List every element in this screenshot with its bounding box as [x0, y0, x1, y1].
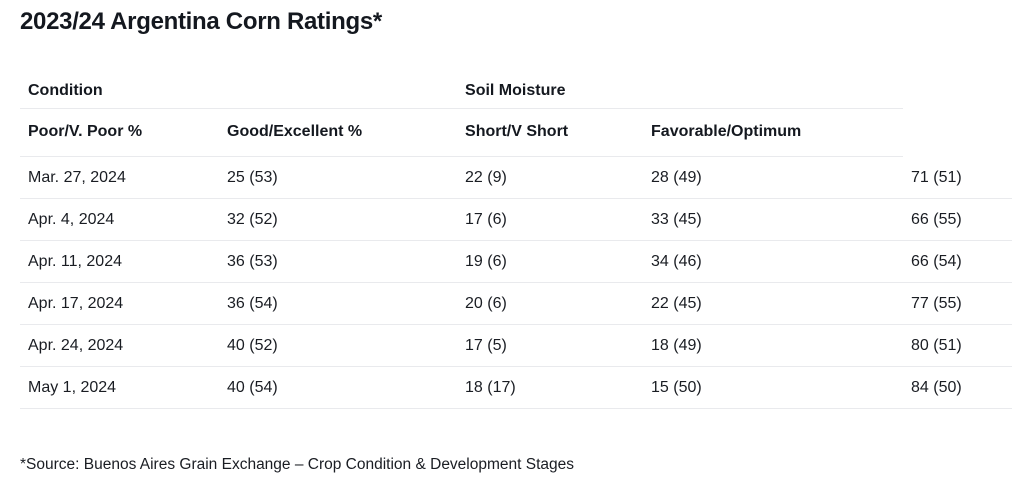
- cell-date: Apr. 11, 2024: [20, 240, 219, 283]
- corn-ratings-table: Condition Soil Moisture Poor/V. Poor % G…: [20, 76, 1013, 409]
- page-title: 2023/24 Argentina Corn Ratings*: [20, 8, 382, 35]
- table-row: Apr. 24, 2024 40 (52) 17 (5) 18 (49) 80 …: [20, 324, 1013, 367]
- column-header-row: Poor/V. Poor % Good/Excellent % Short/V …: [20, 108, 1012, 157]
- table-cell: 22 (9): [457, 156, 644, 199]
- cell-date: Apr. 4, 2024: [20, 198, 219, 241]
- table-cell: 17 (5): [457, 324, 644, 367]
- cell-date: Apr. 24, 2024: [20, 324, 219, 367]
- cell-date: Mar. 27, 2024: [20, 156, 219, 199]
- col-header-good-excellent: Good/Excellent %: [219, 108, 458, 157]
- table-cell: 32 (52): [219, 198, 458, 241]
- table-row: May 1, 2024 40 (54) 18 (17) 15 (50) 84 (…: [20, 366, 1013, 409]
- table-cell: 25 (53): [219, 156, 458, 199]
- table-cell: 66 (54): [903, 240, 1013, 283]
- table-cell: 66 (55): [903, 198, 1013, 241]
- table-cell: 22 (45): [643, 282, 904, 325]
- group-header-soil-moisture: Soil Moisture: [457, 76, 904, 109]
- group-header-empty: [903, 76, 1012, 109]
- table-cell: 36 (53): [219, 240, 458, 283]
- group-header-condition: Condition: [20, 76, 458, 109]
- table-cell: 19 (6): [457, 240, 644, 283]
- table-cell: 80 (51): [903, 324, 1013, 367]
- table-row: Mar. 27, 2024 25 (53) 22 (9) 28 (49) 71 …: [20, 156, 1013, 199]
- cell-date: May 1, 2024: [20, 366, 219, 409]
- cell-date: Apr. 17, 2024: [20, 282, 219, 325]
- col-header-empty: [903, 109, 1012, 157]
- table-cell: 15 (50): [643, 366, 904, 409]
- table-cell: 28 (49): [643, 156, 904, 199]
- table-cell: 18 (17): [457, 366, 644, 409]
- col-header-favorable-optimum: Favorable/Optimum: [643, 108, 904, 157]
- group-header-row: Condition Soil Moisture: [20, 76, 1012, 109]
- table-row: Apr. 11, 2024 36 (53) 19 (6) 34 (46) 66 …: [20, 240, 1013, 283]
- table-row: Apr. 17, 2024 36 (54) 20 (6) 22 (45) 77 …: [20, 282, 1013, 325]
- table-cell: 34 (46): [643, 240, 904, 283]
- table-cell: 40 (54): [219, 366, 458, 409]
- table-cell: 77 (55): [903, 282, 1013, 325]
- table-cell: 18 (49): [643, 324, 904, 367]
- table-row: Apr. 4, 2024 32 (52) 17 (6) 33 (45) 66 (…: [20, 198, 1013, 241]
- table-cell: 17 (6): [457, 198, 644, 241]
- col-header-short-vshort: Short/V Short: [457, 108, 644, 157]
- source-footnote: *Source: Buenos Aires Grain Exchange – C…: [20, 456, 575, 473]
- table-cell: 33 (45): [643, 198, 904, 241]
- table-cell: 40 (52): [219, 324, 458, 367]
- table-cell: 71 (51): [903, 156, 1013, 199]
- table-cell: 84 (50): [903, 366, 1013, 409]
- table-cell: 36 (54): [219, 282, 458, 325]
- table-cell: 20 (6): [457, 282, 644, 325]
- col-header-poor-vpoor: Poor/V. Poor %: [20, 108, 219, 157]
